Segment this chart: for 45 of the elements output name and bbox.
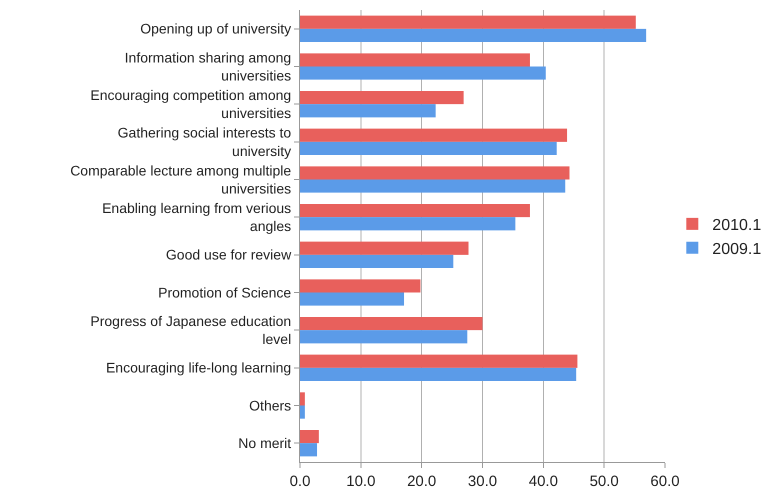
bar [300,66,546,80]
y-tick-label: Opening up of university [140,20,292,37]
x-tick-label: 0.0 [290,473,310,490]
x-tick-label: 20.0 [407,473,436,490]
y-tick-label: Encouraging life-long learning [106,360,292,376]
bar [300,330,468,344]
bar [300,142,557,156]
bar [300,279,420,292]
y-tick-label: Good use for review [166,246,292,263]
y-tick-label: Progress of Japanese education level [90,312,292,348]
y-tick-label: Information sharing among universities [124,49,292,84]
bar [300,166,570,180]
x-tick-label: 60.0 [650,473,680,490]
x-tick-label: 10.0 [346,473,376,490]
bar [300,180,566,193]
y-tick-label: Others [249,397,292,414]
bar [300,430,319,444]
bar [300,90,464,104]
bar [300,217,516,230]
y-tick-label: Encouraging competition among universities [90,86,292,122]
bar [300,104,436,118]
bar [300,28,646,42]
bar [300,254,454,268]
legend-label: 2010.1 [712,217,762,234]
bar [300,406,305,419]
legend-label: 2009.1 [712,240,762,258]
bar [300,316,482,330]
bar [300,242,469,255]
y-tick-label: Promotion of Science [158,284,292,300]
y-tick-label: No merit [238,435,292,452]
bar [300,443,318,456]
bar [300,392,305,406]
bar [300,53,530,66]
y-tick-label: Gathering social interests to university [118,124,292,159]
x-tick-label: 30.0 [468,473,498,490]
x-tick-label: 40.0 [528,473,558,490]
y-tick-label: Comparable lecture among multiple universities [70,162,292,196]
y-tick-label: Enabling learning from verious angles [102,200,292,234]
bar [300,292,404,306]
bar [300,128,568,142]
bar [300,16,636,29]
bar [300,204,530,218]
bar [300,368,576,382]
x-tick-label: 50.0 [590,473,619,490]
bar [300,354,578,368]
